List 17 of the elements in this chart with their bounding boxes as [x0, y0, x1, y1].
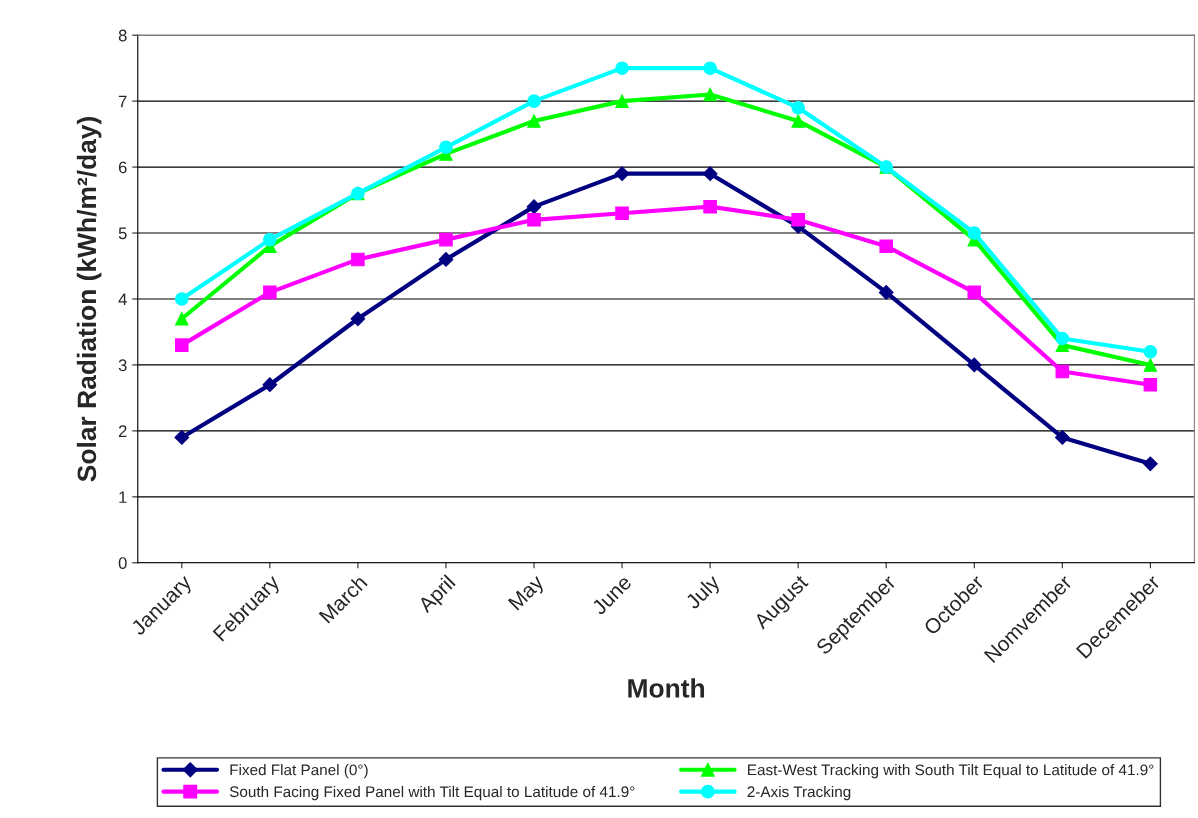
legend-label: 2-Axis Tracking [747, 785, 851, 801]
y-tick-label: 3 [118, 359, 127, 372]
legend-label: East-West Tracking with South Tilt Equal to Latitude of 41.9° [748, 764, 1154, 779]
y-tick-label: 7 [118, 95, 127, 108]
y-tick-label: 1 [119, 491, 127, 503]
legend-label: Fixed Flat Panel (0°) [230, 764, 368, 779]
y-tick-label: 6 [118, 161, 127, 174]
y-tick-label: 4 [118, 293, 127, 306]
y-tick-label: 0 [118, 557, 127, 569]
legend-label: South Facing Fixed Panel with Tilt Equal to Latitude of 41.9° [229, 785, 635, 801]
y-tick-label: 8 [118, 29, 127, 42]
y-tick-label: 5 [118, 227, 127, 240]
x-axis-title: Month [628, 678, 705, 698]
x-tick-label: May [507, 573, 548, 614]
y-tick-label: 2 [118, 425, 127, 437]
x-tick-label: July [684, 573, 724, 613]
y-axis-title: Solar Radiation (kWh/m²/day) [76, 117, 102, 482]
